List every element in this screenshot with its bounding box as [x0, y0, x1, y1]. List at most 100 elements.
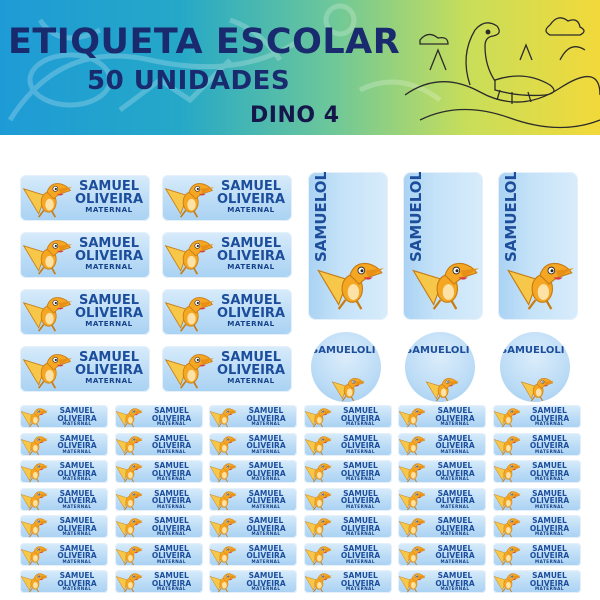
name-label-small: SAMUEL OLIVEIRA MATERNAL — [209, 542, 297, 566]
pterodactyl-icon — [520, 378, 554, 402]
name-label-small: SAMUEL OLIVEIRA MATERNAL — [209, 405, 297, 428]
title-quantity: 50 UNIDADES — [87, 66, 291, 96]
pterodactyl-icon — [331, 378, 365, 402]
label-last-name: OLIVEIRA — [340, 551, 381, 560]
label-grade: MATERNAL — [251, 586, 281, 591]
pterodactyl-icon — [20, 518, 48, 538]
pterodactyl-icon — [425, 378, 459, 402]
label-first-name: SAMUEL — [248, 461, 284, 470]
label-last-name: OLIVEIRA — [246, 496, 286, 505]
label-first-name: SAMUEL — [312, 193, 330, 262]
dinosaur-sketch-icon — [404, 17, 600, 129]
label-last-name: OLIVEIRA — [545, 345, 570, 356]
label-grade: MATERNAL — [62, 503, 92, 509]
label-grade: MATERNAL — [157, 421, 186, 426]
label-last-name: OLIVEIRA — [216, 249, 286, 264]
label-last-name: OLIVEIRA — [57, 496, 97, 505]
name-label-medium: SAMUEL OLIVEIRA MATERNAL — [20, 346, 150, 392]
label-grade: MATERNAL — [62, 421, 92, 426]
label-first-name: SAMUEL — [59, 461, 95, 470]
title-etiqueta-escolar: ETIQUETA ESCOLAR — [8, 22, 401, 62]
pterodactyl-icon — [398, 408, 426, 428]
label-last-name: OLIVEIRA — [216, 192, 286, 207]
label-last-name: OLIVEIRA — [529, 468, 570, 478]
label-last-name: OLIVEIRA — [151, 523, 192, 533]
pterodactyl-icon — [20, 573, 48, 593]
label-last-name: OLIVEIRA — [435, 496, 475, 505]
label-last-name: OLIVEIRA — [74, 249, 144, 264]
label-last-name: OLIVEIRA — [340, 441, 381, 450]
label-grade: MATERNAL — [251, 448, 281, 454]
label-grade: MATERNAL — [440, 421, 470, 426]
label-grade: MATERNAL — [157, 558, 186, 564]
name-label-small: SAMUEL OLIVEIRA MATERNAL — [398, 542, 486, 566]
pterodactyl-icon — [493, 435, 521, 455]
label-first-name: SAMUEL — [343, 433, 378, 443]
label-last-name: OLIVEIRA — [151, 413, 192, 423]
label-grade: MATERNAL — [227, 376, 275, 385]
name-label-small: SAMUEL OLIVEIRA MATERNAL — [303, 515, 392, 538]
pterodactyl-icon — [493, 490, 521, 510]
label-grade: MATERNAL — [157, 476, 186, 481]
label-first-name: SAMUEL — [220, 179, 282, 194]
label-last-name: OLIVEIRA — [57, 468, 97, 478]
label-first-name: SAMUEL — [437, 433, 473, 443]
name-label-small: SAMUEL OLIVEIRA MATERNAL — [114, 487, 203, 511]
label-grade: MATERNAL — [157, 531, 186, 536]
label-grade: MATERNAL — [346, 531, 375, 536]
label-last-name: OLIVEIRA — [340, 523, 381, 533]
pterodactyl-icon — [20, 463, 48, 483]
pterodactyl-icon — [304, 573, 332, 593]
label-grade: MATERNAL — [440, 448, 470, 454]
label-first-name: SAMUEL — [407, 193, 425, 262]
label-grade: MATERNAL — [227, 319, 275, 328]
label-last-name: OLIVEIRA — [435, 578, 475, 588]
label-last-name: OLIVEIRA — [57, 578, 97, 588]
pterodactyl-icon — [209, 545, 237, 565]
label-last-name: OLIVEIRA — [246, 468, 286, 478]
name-label-small: SAMUEL OLIVEIRA MATERNAL — [209, 432, 297, 456]
label-first-name: SAMUEL — [311, 345, 357, 356]
pterodactyl-icon — [398, 463, 426, 483]
label-last-name: OLIVEIRA — [74, 363, 144, 378]
label-grade: MATERNAL — [62, 448, 92, 454]
label-first-name: SAMUEL — [220, 236, 282, 251]
pterodactyl-icon — [398, 573, 426, 593]
label-first-name: SAMUEL — [59, 406, 95, 415]
label-last-name: OLIVEIRA — [216, 306, 286, 321]
label-first-name: SAMUEL — [405, 345, 451, 356]
label-first-name: SAMUEL — [532, 516, 567, 525]
label-grade: MATERNAL — [535, 558, 564, 564]
label-last-name: OLIVEIRA — [151, 578, 192, 588]
label-grade: MATERNAL — [85, 319, 133, 328]
header-banner: ETIQUETA ESCOLAR 50 UNIDADES DINO 4 — [0, 0, 600, 135]
pterodactyl-icon — [209, 490, 237, 510]
pterodactyl-icon — [304, 435, 332, 455]
pterodactyl-icon — [507, 262, 574, 310]
label-last-name: OLIVEIRA — [529, 413, 570, 423]
label-grade: MATERNAL — [251, 503, 281, 509]
label-grade: MATERNAL — [251, 558, 281, 564]
label-first-name: SAMUEL — [59, 543, 95, 553]
label-first-name: SAMUEL — [532, 543, 567, 553]
label-first-name: SAMUEL — [343, 406, 378, 415]
label-first-name: SAMUEL — [343, 516, 378, 525]
label-last-name: OLIVEIRA — [246, 578, 286, 588]
label-grade: MATERNAL — [346, 586, 375, 591]
pterodactyl-icon — [304, 545, 332, 565]
label-first-name: SAMUEL — [248, 516, 284, 525]
pterodactyl-icon — [304, 518, 332, 538]
name-label-small: SAMUEL OLIVEIRA MATERNAL — [398, 405, 486, 428]
name-label-small: SAMUEL OLIVEIRA MATERNAL — [492, 515, 581, 538]
pterodactyl-icon — [304, 490, 332, 510]
label-first-name: SAMUEL — [248, 543, 284, 553]
label-grade: MATERNAL — [227, 205, 275, 214]
label-last-name: OLIVEIRA — [74, 192, 144, 207]
label-first-name: SAMUEL — [437, 571, 473, 580]
name-label-small: SAMUEL OLIVEIRA MATERNAL — [492, 405, 581, 428]
label-grade: MATERNAL — [157, 586, 186, 591]
label-first-name: SAMUEL — [78, 293, 140, 308]
label-grade: MATERNAL — [85, 376, 133, 385]
